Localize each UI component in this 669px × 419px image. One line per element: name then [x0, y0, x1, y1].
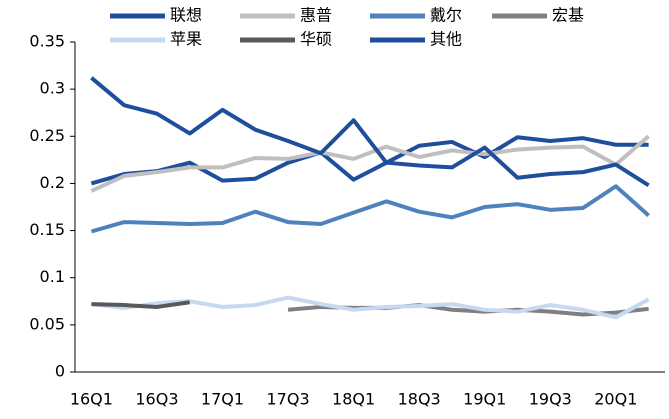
legend-label: 苹果 [170, 30, 202, 49]
legend-label: 华硕 [300, 30, 332, 49]
x-tick-label: 17Q3 [266, 390, 309, 409]
series-line [90, 135, 649, 186]
series-line [90, 134, 650, 193]
y-tick-label: 0.05 [29, 314, 65, 333]
legend-label: 惠普 [300, 6, 332, 25]
series-line [91, 300, 191, 309]
legend-label: 其他 [430, 30, 462, 49]
x-tick-label: 16Q3 [135, 390, 178, 409]
y-tick-label: 0.15 [29, 220, 65, 239]
legend-label: 宏基 [552, 6, 584, 25]
series-line [90, 76, 650, 188]
x-tick-label: 19Q1 [463, 390, 506, 409]
y-tick-label: 0.2 [40, 173, 65, 192]
x-tick-label: 20Q1 [594, 390, 637, 409]
x-tick-label: 18Q3 [398, 390, 441, 409]
x-tick-label: 16Q1 [70, 390, 113, 409]
y-tick-label: 0.1 [40, 267, 65, 286]
legend-label: 戴尔 [430, 6, 462, 25]
legend-label: 联想 [170, 6, 202, 25]
y-tick-label: 0.35 [29, 32, 65, 51]
series-line [90, 184, 650, 234]
x-tick-label: 18Q1 [332, 390, 375, 409]
y-tick-label: 0.25 [29, 126, 65, 145]
y-tick-label: 0.3 [40, 79, 65, 98]
x-tick-label: 19Q3 [529, 390, 572, 409]
x-tick-label: 17Q1 [201, 390, 244, 409]
y-tick-label: 0 [55, 362, 65, 381]
